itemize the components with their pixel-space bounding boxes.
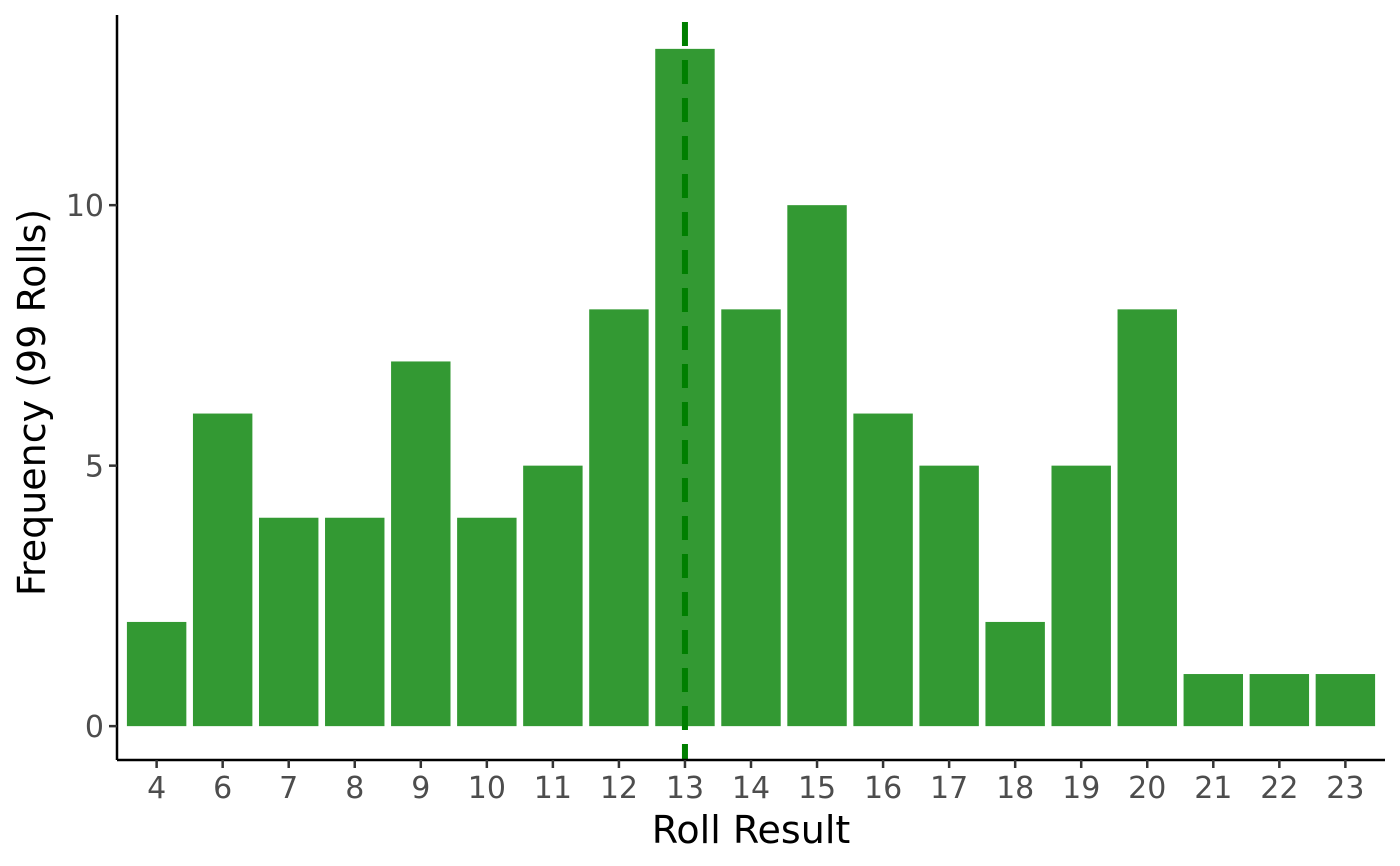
bar-11 (523, 465, 583, 727)
x-tick-label: 8 (345, 771, 364, 806)
x-tick-label: 15 (798, 771, 836, 806)
bar-14 (721, 309, 781, 727)
bar-10 (457, 517, 517, 727)
x-tick-label: 16 (864, 771, 902, 806)
bar-20 (1117, 309, 1177, 727)
bar-22 (1249, 674, 1310, 727)
x-tick-label: 18 (996, 771, 1034, 806)
x-tick-label: 21 (1194, 771, 1232, 806)
y-axis-title: Frequency (99 Rolls) (10, 209, 54, 596)
bar-4 (126, 621, 187, 727)
bar-19 (1051, 465, 1111, 727)
bar-21 (1183, 674, 1244, 727)
bar-18 (985, 621, 1045, 727)
bar-7 (258, 517, 319, 727)
x-tick-label: 22 (1260, 771, 1298, 806)
y-ticks-group: 0 5 10 (66, 189, 117, 745)
x-tick-label: 12 (600, 771, 638, 806)
x-tick-label: 9 (411, 771, 430, 806)
bar-12 (589, 309, 649, 727)
bar-8 (325, 517, 385, 727)
x-tick-label: 14 (732, 771, 770, 806)
x-tick-label: 4 (147, 771, 166, 806)
x-tick-label: 23 (1326, 771, 1364, 806)
x-tick-label: 20 (1128, 771, 1166, 806)
y-tick-label: 10 (66, 189, 104, 224)
bar-6 (192, 413, 253, 727)
bar-9 (391, 361, 451, 727)
bar-15 (787, 205, 847, 727)
x-axis-title: Roll Result (652, 808, 851, 852)
x-tick-label: 17 (930, 771, 968, 806)
y-tick-label: 0 (85, 710, 104, 745)
bar-16 (853, 413, 913, 727)
x-tick-label: 10 (468, 771, 506, 806)
x-ticks-group: 4 6 7 8 9 10 11 12 13 14 15 16 17 18 19 20 21 22 23 (147, 760, 1364, 806)
bar-17 (919, 465, 979, 727)
bars-group (126, 48, 1376, 727)
y-tick-label: 5 (85, 450, 104, 485)
x-tick-label: 6 (213, 771, 232, 806)
x-tick-label: 13 (666, 771, 704, 806)
bar-23 (1315, 674, 1376, 727)
x-tick-label: 7 (279, 771, 298, 806)
x-tick-label: 11 (534, 771, 572, 806)
x-tick-label: 19 (1062, 771, 1100, 806)
